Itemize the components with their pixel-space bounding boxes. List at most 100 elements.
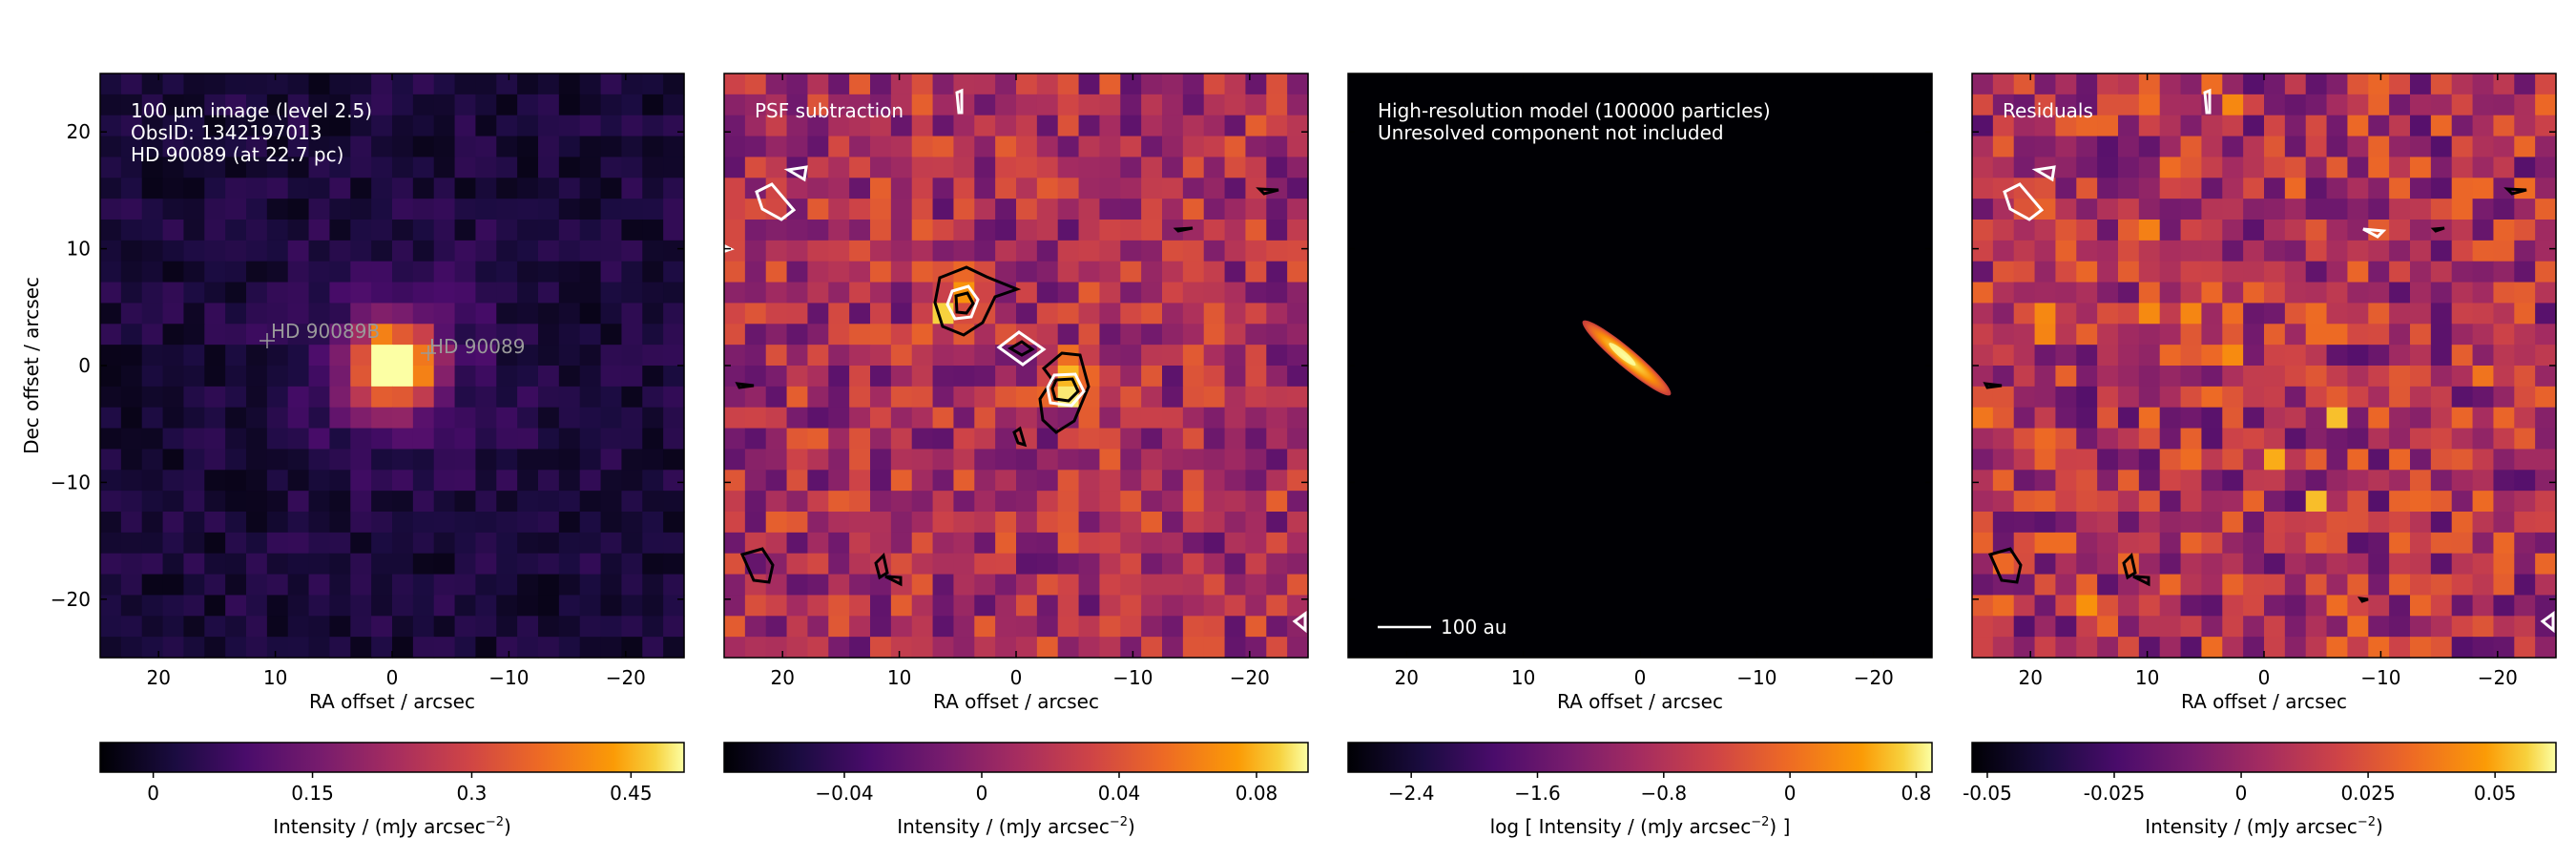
heatmap-cell	[371, 637, 393, 659]
heatmap-cell	[392, 512, 414, 534]
heatmap-cell	[308, 532, 331, 555]
heatmap-cell	[2097, 512, 2119, 534]
heatmap-cell	[454, 512, 477, 534]
heatmap-cell	[2076, 282, 2098, 304]
heatmap-cell	[558, 199, 581, 220]
heatmap-cell	[2451, 532, 2474, 555]
heatmap-cell	[1287, 73, 1309, 95]
heatmap-cell	[2493, 532, 2515, 555]
heatmap-cell	[2326, 595, 2349, 617]
heatmap-cell	[2243, 532, 2265, 555]
heatmap-cell	[849, 178, 871, 199]
heatmap-cell	[849, 324, 871, 346]
heatmap-cell	[2118, 428, 2140, 450]
heatmap-cell	[2013, 220, 2036, 241]
heatmap-cell	[1120, 94, 1142, 116]
heatmap-cell	[2201, 303, 2223, 325]
heatmap-cell	[392, 220, 414, 241]
panel-1-colorbar-ticks: 0 0.15 0.3 0.45	[147, 772, 653, 805]
heatmap-cell	[2347, 637, 2369, 659]
heatmap-cell	[786, 470, 809, 492]
heatmap-cell	[392, 532, 414, 555]
heatmap-cell	[870, 303, 892, 325]
heatmap-cell	[2305, 115, 2328, 137]
heatmap-cell	[2118, 637, 2140, 659]
heatmap-cell	[141, 449, 164, 471]
heatmap-cell	[266, 115, 289, 137]
heatmap-cell	[1972, 178, 1994, 199]
heatmap-cell	[2159, 73, 2182, 95]
heatmap-cell	[1224, 553, 1247, 576]
heatmap-cell	[953, 512, 975, 534]
heatmap-cell	[1057, 449, 1080, 471]
heatmap-cell	[329, 199, 351, 220]
heatmap-cell	[2389, 73, 2411, 95]
heatmap-cell	[1287, 449, 1309, 471]
heatmap-cell	[183, 595, 205, 617]
heatmap-cell	[2076, 345, 2098, 367]
heatmap-cell	[329, 73, 351, 95]
heatmap-cell	[1203, 282, 1226, 304]
heatmap-cell	[2159, 261, 2182, 283]
heatmap-cell	[1287, 407, 1309, 430]
heatmap-cell	[183, 178, 205, 199]
heatmap-cell	[287, 282, 310, 304]
heatmap-cell	[2264, 345, 2286, 367]
heatmap-cell	[2347, 303, 2369, 325]
heatmap-cell	[1287, 470, 1309, 492]
heatmap-cell	[329, 386, 351, 409]
heatmap-cell	[1992, 324, 2015, 346]
heatmap-cell	[1162, 136, 1184, 158]
heatmap-cell	[287, 240, 310, 262]
heatmap-cell	[2430, 240, 2453, 262]
heatmap-cell	[141, 366, 164, 388]
heatmap-cell	[1162, 220, 1184, 241]
heatmap-cell	[2097, 94, 2119, 116]
heatmap-cell	[621, 73, 643, 95]
heatmap-cell	[1266, 157, 1288, 178]
heatmap-cell	[1057, 115, 1080, 137]
heatmap-cell	[1099, 512, 1121, 534]
heatmap-cell	[204, 574, 226, 597]
heatmap-cell	[890, 73, 913, 95]
heatmap-cell	[517, 220, 539, 241]
y-tick-label: −20	[51, 588, 91, 611]
heatmap-cell	[2222, 73, 2244, 95]
heatmap-cell	[225, 73, 247, 95]
heatmap-cell	[433, 366, 456, 388]
heatmap-cell	[828, 94, 850, 116]
scale-bar-label: 100 au	[1441, 616, 1506, 639]
heatmap-cell	[350, 115, 372, 137]
heatmap-cell	[412, 637, 435, 659]
heatmap-cell	[2430, 261, 2453, 283]
source-label-companion: HD 90089B	[271, 320, 380, 343]
heatmap-cell	[642, 428, 664, 450]
contour-positive-b-inner-2	[1050, 377, 1080, 403]
heatmap-cell	[2159, 491, 2182, 513]
heatmap-cell	[890, 386, 913, 409]
heatmap-cell	[1287, 178, 1309, 199]
heatmap-cell	[911, 199, 934, 220]
heatmap-cell	[162, 199, 185, 220]
contour-positive-small-2	[735, 382, 755, 389]
heatmap-cell	[350, 574, 372, 597]
heatmap-cell	[642, 366, 664, 388]
heatmap-cell	[1224, 616, 1247, 638]
heatmap-cell	[2013, 94, 2036, 116]
heatmap-cell	[890, 240, 913, 262]
heatmap-cell	[204, 637, 226, 659]
heatmap-cell	[890, 491, 913, 513]
heatmap-cell	[2326, 303, 2349, 325]
heatmap-cell	[183, 407, 205, 430]
heatmap-cell	[475, 345, 497, 367]
heatmap-cell	[1078, 240, 1101, 262]
heatmap-cell	[642, 220, 664, 241]
heatmap-cell	[1203, 574, 1226, 597]
heatmap-cell	[911, 324, 934, 346]
heatmap-cell	[2013, 386, 2036, 409]
heatmap-cell	[2034, 136, 2057, 158]
heatmap-cell	[2055, 94, 2077, 116]
heatmap-cell	[2013, 345, 2036, 367]
heatmap-cell	[392, 136, 414, 158]
heatmap-cell	[600, 553, 623, 576]
